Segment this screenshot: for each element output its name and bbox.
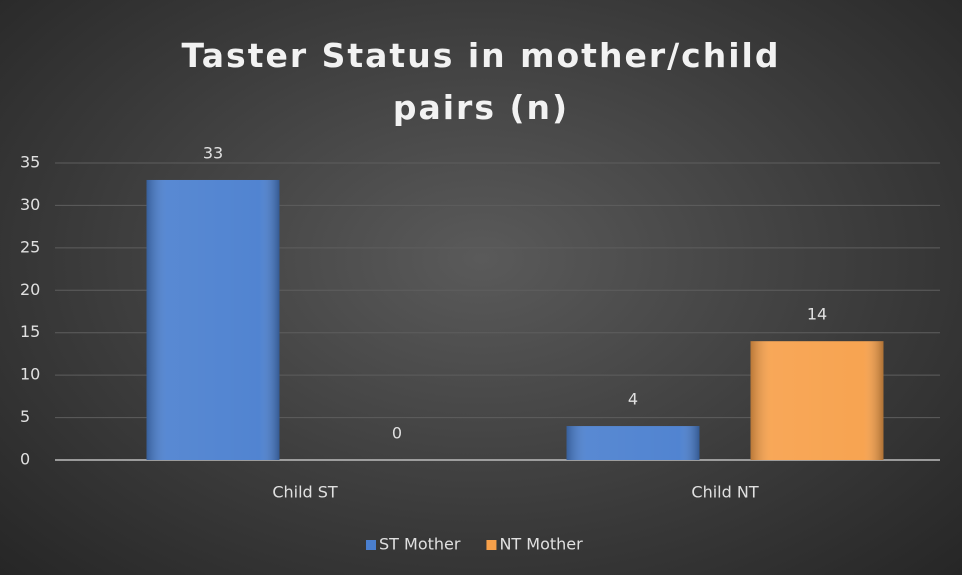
bar-shade — [146, 179, 280, 460]
bar-shade — [566, 426, 700, 460]
x-tick-label: Child NT — [691, 483, 758, 502]
chart-title: Taster Status in mother/child pairs (n) — [181, 36, 781, 127]
legend-label: NT Mother — [499, 535, 583, 554]
y-tick-label: 15 — [20, 322, 40, 341]
data-label: 0 — [392, 424, 402, 443]
y-tick-label: 25 — [20, 237, 40, 256]
data-label: 33 — [203, 143, 223, 162]
y-tick-label: 35 — [20, 153, 40, 172]
y-tick-label: 5 — [20, 407, 30, 426]
data-label: 4 — [628, 390, 638, 409]
bar-shade — [750, 341, 884, 460]
legend-swatch — [486, 540, 497, 550]
y-tick-label: 30 — [20, 195, 40, 214]
x-tick-label: Child ST — [272, 483, 338, 502]
legend-label: ST Mother — [379, 535, 461, 554]
data-label: 14 — [807, 305, 827, 324]
y-tick-label: 20 — [20, 280, 40, 299]
y-tick-label: 10 — [20, 365, 40, 384]
legend-swatch — [366, 540, 376, 550]
y-tick-label: 0 — [20, 450, 30, 469]
